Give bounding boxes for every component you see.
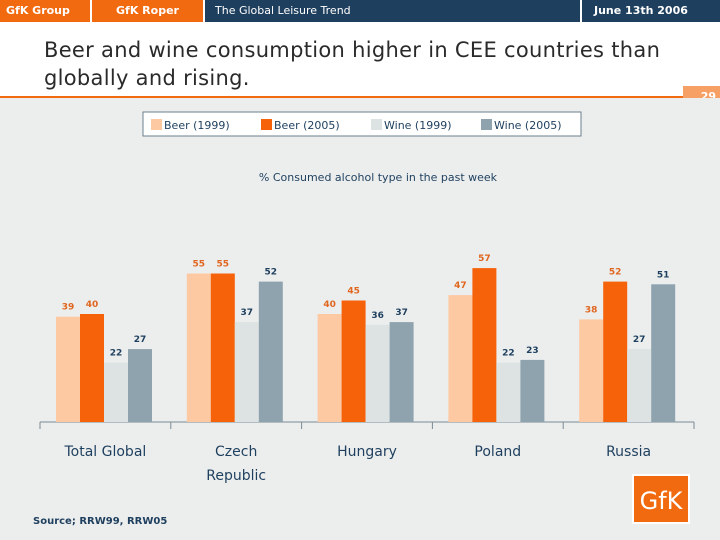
chart-panel: Beer (1999) Beer (2005) Wine (1999) Wine (2… [0, 98, 720, 540]
bar-czech-republic-wine-1999 [234, 322, 259, 422]
header-brand: GfK Group [0, 0, 90, 22]
bar-hungary-wine-2005 [389, 322, 414, 422]
data-label-czech-republic-beer-2005: 55 [217, 260, 230, 270]
data-label-total-global-beer-2005: 40 [86, 300, 99, 310]
x-tick-label-poland: Poland [474, 444, 521, 460]
legend-label-beer-2005: Beer (2005) [274, 119, 340, 132]
bar-russia-beer-2005 [603, 281, 628, 422]
bar-total-global-beer-1999 [56, 316, 80, 422]
legend-swatch-wine-1999 [371, 119, 382, 130]
legend-swatch-beer-1999 [151, 119, 162, 130]
source-note: Source; RRW99, RRW05 [33, 516, 168, 527]
legend-swatch-beer-2005 [261, 119, 272, 130]
bar-czech-republic-wine-2005 [258, 281, 283, 422]
bar-russia-beer-1999 [579, 319, 604, 422]
data-label-hungary-wine-1999: 36 [371, 311, 384, 321]
header-bar: GfK Group GfK Roper The Global Leisure T… [0, 0, 720, 22]
chart-title: % Consumed alcohol type in the past week [259, 171, 498, 184]
data-label-czech-republic-wine-2005: 52 [265, 268, 278, 278]
data-label-hungary-beer-1999: 40 [323, 300, 336, 310]
data-label-czech-republic-beer-1999: 55 [193, 260, 206, 270]
bar-poland-wine-2005 [520, 359, 545, 422]
legend-label-wine-1999: Wine (1999) [384, 119, 452, 132]
bar-czech-republic-beer-2005 [210, 273, 235, 422]
header-division: GfK Roper [90, 0, 203, 22]
x-tick-label-hungary: Hungary [337, 444, 397, 460]
legend-label-wine-2005: Wine (2005) [494, 119, 562, 132]
data-label-hungary-beer-2005: 45 [347, 287, 360, 297]
legend-label-beer-1999: Beer (1999) [164, 119, 230, 132]
data-label-poland-wine-2005: 23 [526, 346, 539, 356]
bar-poland-beer-2005 [472, 268, 497, 422]
data-label-total-global-beer-1999: 39 [62, 303, 75, 313]
header-report-title: The Global Leisure Trend [203, 0, 580, 22]
x-tick-label-russia: Russia [606, 444, 651, 460]
data-label-total-global-wine-1999: 22 [110, 349, 123, 359]
header-date: June 13th 2006 [580, 0, 720, 22]
data-label-russia-wine-2005: 51 [657, 270, 670, 280]
x-tick-label-total-global: Total Global [63, 444, 146, 460]
bar-total-global-beer-2005 [80, 314, 104, 422]
data-label-total-global-wine-2005: 27 [134, 335, 147, 345]
bar-hungary-beer-1999 [317, 314, 342, 422]
bar-poland-beer-1999 [448, 295, 473, 422]
title-divider [0, 96, 720, 98]
legend-swatch-wine-2005 [481, 119, 492, 130]
legend-box [142, 111, 582, 137]
bar-russia-wine-1999 [627, 349, 652, 422]
data-label-russia-wine-1999: 27 [633, 335, 646, 345]
data-label-poland-wine-1999: 22 [502, 349, 515, 359]
bar-chart: Beer (1999) Beer (2005) Wine (1999) Wine (2… [39, 111, 695, 484]
data-label-poland-beer-2005: 57 [478, 254, 491, 264]
bar-total-global-wine-1999 [104, 362, 128, 422]
gfk-logo: GfK [632, 474, 690, 524]
bar-poland-wine-1999 [496, 362, 521, 422]
bar-total-global-wine-2005 [128, 349, 152, 422]
data-label-czech-republic-wine-1999: 37 [241, 308, 254, 318]
data-label-hungary-wine-2005: 37 [395, 308, 408, 318]
data-label-poland-beer-1999: 47 [454, 281, 467, 291]
data-label-russia-beer-1999: 38 [585, 305, 598, 315]
data-label-russia-beer-2005: 52 [609, 268, 622, 278]
bar-russia-wine-2005 [651, 284, 676, 422]
x-tick-label-czech-republic: Czech Republic [206, 444, 266, 484]
bar-hungary-beer-2005 [341, 300, 366, 422]
bar-hungary-wine-1999 [365, 324, 390, 422]
bar-czech-republic-beer-1999 [186, 273, 211, 422]
slide-title: Beer and wine consumption higher in CEE … [44, 38, 661, 90]
